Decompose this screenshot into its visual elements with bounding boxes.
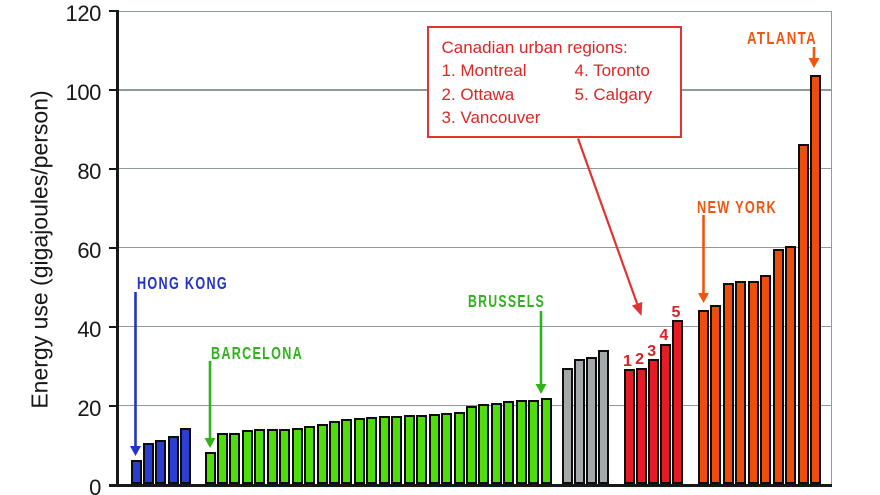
y-tick-label-120: 120 [65,1,101,27]
canadian-group-bar-label-4: 4 [659,327,669,345]
y-tick-40 [108,325,117,328]
canadian-group-bar-5 [672,320,684,485]
us-group-bar-9 [797,143,809,485]
y-tick-label-20: 20 [77,395,101,421]
x-axis-line [108,483,832,487]
european-group-bar-15 [378,416,390,485]
y-tick-20 [108,404,117,407]
european-group-bar-8 [291,428,303,485]
hong-kong-group-bar-4 [167,436,179,485]
callout-item-montreal: 1. Montreal [441,61,527,80]
y-tick-label-80: 80 [77,158,101,184]
y-axis-line [116,10,119,486]
european-group-bar-2 [216,433,228,485]
gray-group-bar-4 [597,350,609,485]
us-group-bar-5 [747,280,759,485]
european-group-bar-28 [540,398,552,485]
european-group-bar-12 [341,419,353,485]
y-tick-80 [108,167,117,170]
y-tick-label-60: 60 [77,237,101,263]
canadian-group-bar-label-5: 5 [671,303,681,321]
us-group-bar-1 [697,310,709,485]
us-group-bar-10 [810,75,822,485]
canadian-group-bar-3 [648,359,660,485]
european-group-bar-26 [515,400,527,485]
us-group-bar-8 [785,245,797,485]
y-tick-label-100: 100 [65,80,101,105]
european-group-bar-5 [254,429,266,485]
european-group-bar-22 [465,405,477,485]
european-group-bar-19 [428,414,440,485]
european-group-bar-6 [266,429,278,485]
callout-item-vancouver: 3. Vancouver [441,108,541,127]
label-barcelona: BARCELONA [211,343,303,363]
us-group-bar-3 [722,283,734,485]
canadian-group-bar-label-1: 1 [623,352,632,370]
canadian-group-bar-label-3: 3 [647,342,657,360]
label-brussels: BRUSSELS [468,290,545,311]
y-tick-60 [108,246,117,249]
european-group-bar-3 [229,432,241,485]
gray-group-bar-3 [585,356,597,485]
canadian-group-bar-label-2: 2 [635,351,645,369]
hong-kong-group-bar-2 [142,442,154,485]
callout-item-toronto: 4. Toronto [574,61,650,80]
y-tick-label-0: 0 [89,474,101,495]
european-group-bar-18 [416,415,428,485]
european-group-bar-17 [403,415,415,485]
new-york-arrow [698,215,709,303]
european-group-bar-16 [391,415,403,485]
european-group-bar-10 [316,424,328,485]
european-group-bar-11 [329,420,340,485]
us-group-bar-6 [760,275,772,485]
gridline-40 [118,326,831,328]
european-group-bar-14 [366,417,378,485]
european-group-bar-20 [441,413,453,485]
us-group-bar-7 [772,248,784,485]
european-group-bar-13 [353,418,365,485]
hong-kong-arrow [130,292,141,456]
gridline-120 [118,10,831,12]
callout-title: Canadian urban regions: [441,37,628,57]
european-group-bar-24 [490,402,502,485]
hong-kong-group-bar-3 [155,439,167,485]
atlanta-arrow [808,47,820,68]
canadian-group-bar-1 [624,369,635,485]
hong-kong-group-bar-1 [130,459,142,485]
y-tick-label-40: 40 [77,316,101,342]
european-group-bar-4 [241,430,253,485]
european-group-bar-9 [304,425,316,485]
brussels-arrow [535,311,547,394]
label-hong-kong: HONG KONG [137,273,228,293]
european-group-bar-21 [453,411,465,485]
gridline-80 [118,168,831,170]
callout-item-calgary: 5. Calgary [574,84,652,104]
label-new-york: NEW YORK [697,196,777,217]
gridline-60 [118,247,831,249]
hong-kong-group-bar-5 [180,428,192,485]
european-group-bar-25 [503,401,515,485]
label-atlanta: ATLANTA [747,27,817,48]
callout-item-ottawa: 2. Ottawa [441,84,515,104]
y-tick-100 [108,88,117,92]
european-group-bar-23 [478,404,490,485]
canadian-group-bar-4 [660,343,672,485]
canadian-group-bar-2 [636,367,648,485]
us-group-bar-4 [735,280,747,485]
gray-group-bar-2 [573,359,585,485]
callout-arrow [576,138,643,316]
plot-right-border [831,11,833,484]
european-group-bar-27 [528,399,540,485]
gray-group-bar-1 [562,367,573,485]
y-tick-120 [108,10,117,13]
european-group-bar-7 [279,428,291,485]
european-group-bar-1 [204,451,216,485]
us-group-bar-2 [710,304,722,485]
canadian-regions-callout-box: Canadian urban regions: 1. Montreal 2. O… [426,25,682,138]
